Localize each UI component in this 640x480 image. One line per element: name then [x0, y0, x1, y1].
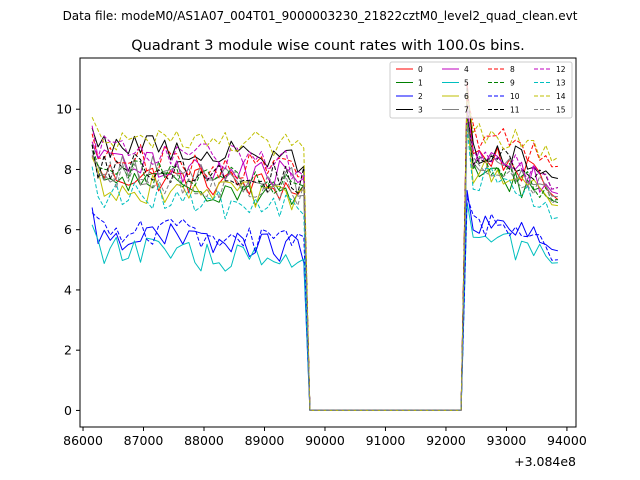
- series-line-12: [91, 108, 559, 411]
- chart-title: Quadrant 3 module wise count rates with …: [131, 38, 525, 54]
- legend-label-4: 4: [464, 65, 469, 74]
- series-line-11: [91, 102, 559, 411]
- legend-label-6: 6: [464, 92, 469, 101]
- x-tick-label: 87000: [124, 433, 164, 448]
- y-tick-label: 0: [64, 403, 72, 418]
- y-tick-label: 4: [64, 282, 72, 297]
- legend-label-11: 11: [510, 106, 520, 115]
- plot-frame: [79, 57, 577, 428]
- y-axis: 0 2 4 6 8 10: [56, 102, 80, 418]
- x-tick-label: 91000: [366, 433, 406, 448]
- legend-label-1: 1: [418, 79, 423, 88]
- y-tick-label: 2: [64, 343, 72, 358]
- legend-label-5: 5: [464, 79, 469, 88]
- y-tick-label: 10: [56, 102, 72, 117]
- x-tick-label: 92000: [426, 433, 466, 448]
- x-tick-label: 93000: [487, 433, 527, 448]
- x-offset-label: +3.084e8: [514, 454, 576, 469]
- x-tick-label: 90000: [305, 433, 345, 448]
- y-tick-label: 8: [64, 162, 72, 177]
- legend-label-0: 0: [418, 65, 423, 74]
- series-line-9: [91, 111, 558, 411]
- x-tick-label: 89000: [245, 433, 285, 448]
- series-line-10: [91, 196, 558, 411]
- legend-label-3: 3: [418, 106, 423, 115]
- legend-label-8: 8: [510, 65, 515, 74]
- series-line-15: [91, 123, 559, 411]
- series-line-5: [91, 202, 558, 411]
- legend-label-2: 2: [418, 92, 423, 101]
- x-axis: 86000 87000 88000 89000 90000 91000 92000 93000…: [63, 427, 587, 448]
- legend-label-15: 15: [556, 106, 566, 115]
- x-tick-label: 94000: [547, 433, 587, 448]
- legend-frame: [389, 61, 573, 119]
- legend-label-13: 13: [556, 79, 566, 88]
- x-tick-label: 88000: [184, 433, 224, 448]
- legend-label-12: 12: [556, 65, 566, 74]
- series-line-2: [91, 190, 559, 411]
- x-tick-label: 86000: [63, 433, 103, 448]
- series-line-6: [91, 117, 558, 411]
- series-layer: [91, 81, 559, 411]
- legend-label-7: 7: [464, 106, 469, 115]
- y-tick-label: 6: [64, 222, 72, 237]
- legend-label-14: 14: [556, 92, 566, 101]
- legend-label-9: 9: [510, 79, 515, 88]
- legend-label-10: 10: [510, 92, 520, 101]
- series-line-13: [91, 126, 559, 411]
- series-line-14: [91, 90, 559, 411]
- figure-suptitle: Data file: modeM0/AS1A07_004T01_90000032…: [63, 9, 578, 23]
